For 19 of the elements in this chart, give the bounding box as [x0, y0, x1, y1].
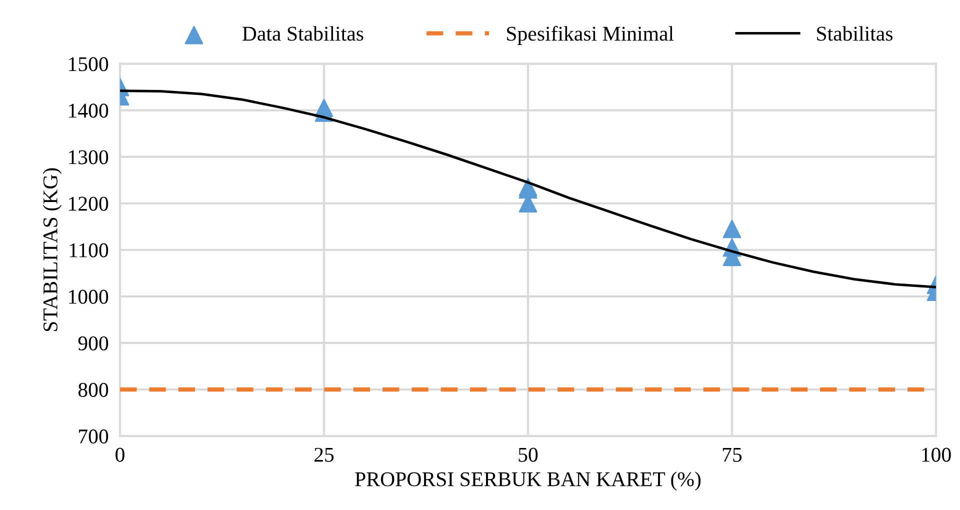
x-axis-title: PROPORSI SERBUK BAN KARET (%) [355, 472, 701, 491]
x-tick-label: 50 [518, 448, 538, 462]
x-tick-label: 0 [116, 448, 124, 462]
y-axis-title: STABILITAS (KG) [42, 168, 62, 332]
y-tick-label: 1100 [70, 243, 108, 258]
y-tick-label: 700 [79, 429, 108, 444]
y-tick-label: 1300 [69, 150, 108, 164]
legend-label: Stabilitas [817, 26, 893, 41]
y-tick-label: 800 [78, 382, 108, 397]
x-tick-label: 100 [922, 448, 951, 462]
legend-label: Data Stabilitas [242, 26, 364, 41]
y-tick-label: 1400 [69, 104, 108, 118]
y-tick-label: 1500 [69, 57, 108, 72]
x-tick-label: 75 [722, 448, 742, 462]
y-tick-label: 900 [78, 336, 108, 350]
x-tick-label: 25 [314, 448, 334, 462]
legend-label: Spesifikasi Minimal [507, 26, 674, 45]
y-tick-label: 1000 [69, 290, 108, 304]
y-tick-label: 1200 [69, 196, 108, 211]
